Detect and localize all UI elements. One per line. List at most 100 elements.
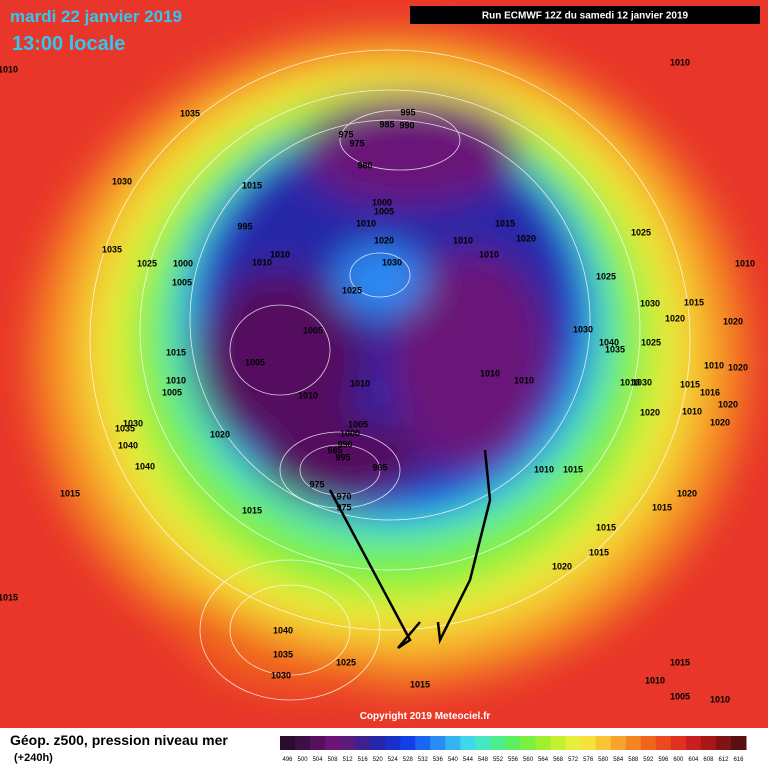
colorbar-swatch bbox=[295, 736, 311, 750]
colorbar-swatch bbox=[340, 736, 356, 750]
isobar-label: 975 bbox=[309, 479, 324, 489]
isobar-label: 975 bbox=[336, 502, 351, 512]
isobar-label: 1010 bbox=[670, 57, 690, 67]
isobar-label: 1020 bbox=[728, 362, 748, 372]
colorbar-swatch bbox=[700, 736, 717, 750]
isobar-label: 985 bbox=[379, 119, 394, 129]
isobar-label: 1010 bbox=[534, 464, 554, 474]
isobar-label: 1030 bbox=[112, 176, 132, 186]
isobar-label: 1000 bbox=[340, 428, 360, 438]
isobar-label: 1020 bbox=[677, 488, 697, 498]
isobar-label: 1010 bbox=[620, 377, 640, 387]
isobar-label: 1030 bbox=[632, 377, 652, 387]
isobar-label: 1010 bbox=[710, 694, 730, 704]
colorbar-tick-label: 540 bbox=[448, 757, 459, 763]
isobar-label: 1030 bbox=[271, 670, 291, 680]
colorbar-tick-label: 520 bbox=[373, 757, 384, 763]
isobar-labels: 1010 1035 1030 1015 995 1035 1025 1010 1010 1000 1… bbox=[0, 57, 755, 704]
colorbar-swatch bbox=[355, 736, 371, 750]
colorbar-tick-label: 576 bbox=[583, 757, 594, 763]
colorbar-swatch bbox=[535, 736, 552, 750]
isobar-label: 1005 bbox=[303, 325, 323, 335]
colorbar-swatch bbox=[430, 736, 446, 750]
colorbar-swatch bbox=[640, 736, 657, 750]
colorbar-tick-label: 528 bbox=[403, 757, 414, 763]
isobar-label: 995 bbox=[237, 221, 252, 231]
isobar-label: 1015 bbox=[242, 505, 262, 515]
colorbar-swatch bbox=[385, 736, 401, 750]
isobar-label: 1010 bbox=[298, 390, 318, 400]
colorbar-tick-label: 508 bbox=[328, 757, 339, 763]
isobar-label: 1020 bbox=[210, 429, 230, 439]
colorbar-tick-label: 604 bbox=[688, 757, 699, 763]
isobar-label: 1016 bbox=[700, 387, 720, 397]
colorbar-swatch bbox=[520, 736, 537, 750]
isobar-label: 1025 bbox=[336, 657, 356, 667]
isobar-label: 1015 bbox=[589, 547, 609, 557]
isobar-label: 975 bbox=[338, 129, 353, 139]
colorbar-swatch bbox=[325, 736, 341, 750]
isobar-label: 1025 bbox=[137, 258, 157, 268]
colorbar-swatch bbox=[595, 736, 612, 750]
isobar-label: 1035 bbox=[273, 649, 293, 659]
lead-label: (+240h) bbox=[14, 752, 53, 764]
colorbar-swatch bbox=[475, 736, 491, 750]
colorbar-tick-label: 584 bbox=[613, 757, 624, 763]
isobar-label: 1035 bbox=[605, 344, 625, 354]
colorbar-tick-label: 552 bbox=[493, 757, 504, 763]
isobar-label: 1020 bbox=[710, 417, 730, 427]
colorbar-swatch bbox=[625, 736, 642, 750]
colorbar-tick-label: 608 bbox=[703, 757, 714, 763]
isobar-label: 1010 bbox=[480, 368, 500, 378]
isobar-label: 1020 bbox=[718, 399, 738, 409]
isobar-label: 1010 bbox=[479, 249, 499, 259]
isobar-label: 1010 bbox=[453, 235, 473, 245]
isobar-label: 1020 bbox=[516, 233, 536, 243]
colorbar-swatch bbox=[565, 736, 582, 750]
colorbar-tick-label: 580 bbox=[598, 757, 609, 763]
colorbar-tick-label: 560 bbox=[523, 757, 534, 763]
isobar-label: 1040 bbox=[118, 440, 138, 450]
run-box bbox=[410, 6, 760, 24]
isobars bbox=[89, 49, 691, 701]
colorbar: 496 500 504 508 512 516 520 524 528 532 536 540 544 5… bbox=[280, 736, 747, 763]
colorbar-swatch bbox=[550, 736, 567, 750]
isobar-label: 1015 bbox=[684, 297, 704, 307]
colorbar-tick-label: 600 bbox=[673, 757, 684, 763]
isobar-label: 970 bbox=[336, 491, 351, 501]
isobar-label: 1000 bbox=[173, 258, 193, 268]
isobar-label: 1005 bbox=[162, 387, 182, 397]
colorbar-tick-label: 564 bbox=[538, 757, 549, 763]
isobar-label: 995 bbox=[400, 107, 415, 117]
isobar-label: 1030 bbox=[382, 257, 402, 267]
isobar-label: 965 bbox=[372, 462, 387, 472]
isobar-label: 1010 bbox=[682, 406, 702, 416]
isobar-label: 1020 bbox=[552, 561, 572, 571]
isobar-label: 1015 bbox=[242, 180, 262, 190]
colorbar-swatch bbox=[400, 736, 416, 750]
colorbar-tick-label: 588 bbox=[628, 757, 639, 763]
colorbar-tick-label: 536 bbox=[433, 757, 444, 763]
colorbar-swatch bbox=[715, 736, 732, 750]
colorbar-swatch bbox=[610, 736, 627, 750]
isobar-label: 1040 bbox=[135, 461, 155, 471]
isobar-label: 1030 bbox=[640, 298, 660, 308]
colorbar-swatch bbox=[460, 736, 476, 750]
isobar-label: 1020 bbox=[640, 407, 660, 417]
copyright: Copyright 2019 Meteociel.fr bbox=[360, 711, 491, 722]
colorbar-tick-label: 504 bbox=[313, 757, 324, 763]
colorbar-tick-label: 592 bbox=[643, 757, 654, 763]
isobar-label: 1040 bbox=[273, 625, 293, 635]
isobar-label: 1000 bbox=[372, 197, 392, 207]
isobar-label: 975 bbox=[349, 138, 364, 148]
colorbar-swatch bbox=[670, 736, 687, 750]
colorbar-swatch bbox=[655, 736, 672, 750]
isobar-label: 1020 bbox=[723, 316, 743, 326]
isobar-label: 980 bbox=[357, 160, 372, 170]
isobar-label: 1015 bbox=[0, 592, 18, 602]
colorbar-tick-label: 572 bbox=[568, 757, 579, 763]
date: mardi 22 janvier 2019 bbox=[10, 7, 182, 26]
isobar-label: 1005 bbox=[172, 277, 192, 287]
colorbar-tick-label: 556 bbox=[508, 757, 519, 763]
isobar-label: 1035 bbox=[102, 244, 122, 254]
